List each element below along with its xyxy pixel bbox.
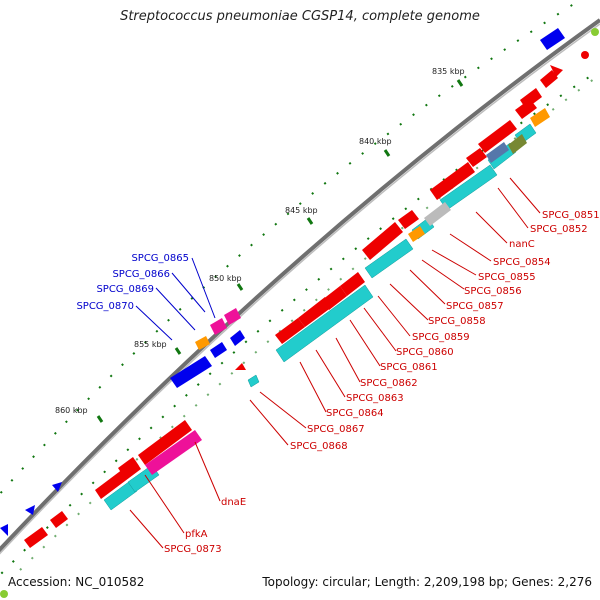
gene-label: dnaE xyxy=(221,497,246,508)
tick-label: 850 kbp xyxy=(209,274,242,283)
scale-ticks xyxy=(96,79,464,423)
tick-label: 855 kbp xyxy=(134,340,167,349)
gene-label: SPCG_0859 xyxy=(412,332,470,343)
gene-label: SPCG_0862 xyxy=(360,378,418,389)
cds-blocks xyxy=(103,123,537,511)
reverse-genes xyxy=(0,28,565,536)
accession-text: Accession: NC_010582 xyxy=(8,575,145,589)
genome-summary-text: Topology: circular; Length: 2,209,198 bp… xyxy=(262,575,592,589)
gene-label: SPCG_0856 xyxy=(464,286,522,297)
gene-label: SPCG_0864 xyxy=(326,408,384,419)
gene-label: pfkA xyxy=(185,529,208,540)
corner-features xyxy=(0,28,599,598)
gene-label: SPCG_0857 xyxy=(446,301,504,312)
gene-label: SPCG_0852 xyxy=(530,224,588,235)
tick-label: 845 kbp xyxy=(285,206,318,215)
gene-label: SPCG_0870 xyxy=(76,301,134,312)
genome-backbone xyxy=(0,18,600,553)
tick-label: 860 kbp xyxy=(55,406,88,415)
tick-label: 835 kbp xyxy=(432,67,465,76)
gene-label: SPCG_0851 xyxy=(542,210,600,221)
gene-label: SPCG_0869 xyxy=(96,284,154,295)
gene-label: SPCG_0865 xyxy=(131,253,189,264)
gene-label: SPCG_0873 xyxy=(164,544,222,555)
gene-label: nanC xyxy=(509,239,535,250)
gene-label: SPCG_0867 xyxy=(307,424,365,435)
gene-label: SPCG_0861 xyxy=(380,362,438,373)
gene-label: SPCG_0866 xyxy=(112,269,170,280)
gene-label: SPCG_0858 xyxy=(428,316,486,327)
forward-genes xyxy=(24,65,563,548)
feature-blocks xyxy=(145,108,550,475)
leader-lines-blue xyxy=(135,257,216,341)
gene-label: SPCG_0860 xyxy=(396,347,454,358)
gene-label: SPCG_0855 xyxy=(478,272,536,283)
leader-lines xyxy=(129,177,541,549)
gene-label: SPCG_0854 xyxy=(493,257,551,268)
tick-label: 840 kbp xyxy=(359,137,392,146)
gene-label: SPCG_0863 xyxy=(346,393,404,404)
map-title: Streptococcus pneumoniae CGSP14, complet… xyxy=(120,9,480,24)
gene-label: SPCG_0868 xyxy=(290,441,348,452)
